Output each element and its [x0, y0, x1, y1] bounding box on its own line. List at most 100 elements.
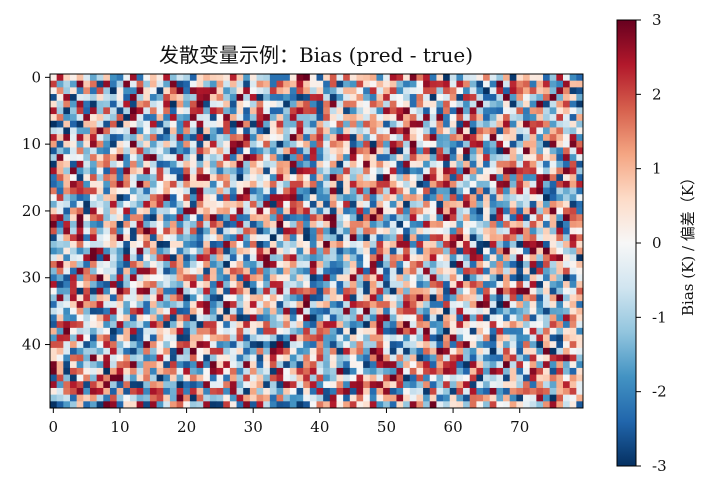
heatmap-cell — [523, 274, 531, 282]
heatmap-cell — [263, 334, 271, 342]
heatmap-cell — [76, 114, 84, 122]
heatmap-cell — [249, 174, 257, 182]
heatmap-cell — [96, 234, 104, 242]
heatmap-cell — [389, 114, 397, 122]
heatmap-cell — [83, 200, 91, 208]
heatmap-cell — [50, 294, 58, 302]
heatmap-cell — [276, 334, 284, 342]
heatmap-cell — [483, 214, 491, 222]
heatmap-cell — [309, 187, 317, 195]
heatmap-cell — [376, 87, 384, 95]
heatmap-cell — [549, 87, 557, 95]
heatmap-cell — [203, 314, 211, 322]
heatmap-cell — [369, 234, 377, 242]
heatmap-cell — [183, 174, 191, 182]
heatmap-cell — [523, 154, 531, 162]
heatmap-cell — [549, 301, 557, 309]
heatmap-cell — [116, 214, 124, 222]
heatmap-cell — [423, 374, 431, 382]
heatmap-cell — [156, 87, 164, 95]
heatmap-cell — [363, 80, 371, 88]
heatmap-cell — [456, 140, 464, 148]
heatmap-cell — [509, 394, 517, 402]
heatmap-cell — [516, 114, 524, 122]
heatmap-cell — [556, 354, 564, 362]
heatmap-cell — [403, 187, 411, 195]
heatmap-cell — [203, 327, 211, 335]
heatmap-cell — [376, 207, 384, 215]
heatmap-cell — [283, 187, 291, 195]
heatmap-cell — [423, 80, 431, 88]
heatmap-cell — [109, 321, 117, 329]
heatmap-cell — [549, 381, 557, 389]
heatmap-cell — [389, 174, 397, 182]
heatmap-cell — [56, 220, 64, 228]
heatmap-cell — [356, 334, 364, 342]
heatmap-cell — [383, 187, 391, 195]
heatmap-cell — [569, 214, 577, 222]
heatmap-cell — [329, 294, 337, 302]
heatmap-cell — [556, 167, 564, 175]
heatmap-cell — [249, 301, 257, 309]
heatmap-cell — [416, 140, 424, 148]
heatmap-cell — [63, 120, 71, 128]
heatmap-cell — [576, 214, 584, 222]
heatmap-cell — [536, 207, 544, 215]
heatmap-cell — [496, 127, 504, 135]
heatmap-cell — [203, 307, 211, 315]
heatmap-cell — [469, 321, 477, 329]
heatmap-cell — [403, 227, 411, 235]
heatmap-cell — [236, 301, 244, 309]
heatmap-cell — [536, 381, 544, 389]
heatmap-cell — [349, 194, 357, 202]
heatmap-cell — [169, 180, 177, 188]
heatmap-cell — [83, 294, 91, 302]
heatmap-cell — [369, 127, 377, 135]
heatmap-cell — [509, 301, 517, 309]
heatmap-cell — [129, 261, 137, 269]
heatmap-cell — [463, 387, 471, 395]
heatmap-cell — [203, 281, 211, 289]
heatmap-cell — [243, 87, 251, 95]
heatmap-cell — [103, 347, 111, 355]
heatmap-cell — [516, 287, 524, 295]
heatmap-cell — [103, 254, 111, 262]
heatmap-cell — [156, 127, 164, 135]
heatmap-cell — [323, 147, 331, 155]
heatmap-cell — [283, 314, 291, 322]
heatmap-cell — [556, 267, 564, 275]
heatmap-cell — [569, 261, 577, 269]
heatmap-cell — [176, 374, 184, 382]
heatmap-cell — [356, 347, 364, 355]
heatmap-cell — [376, 80, 384, 88]
heatmap-cell — [523, 347, 531, 355]
heatmap-cell — [476, 381, 484, 389]
heatmap-cell — [503, 200, 511, 208]
heatmap-cell — [203, 361, 211, 369]
heatmap-cell — [516, 334, 524, 342]
heatmap-cell — [223, 200, 231, 208]
heatmap-cell — [263, 147, 271, 155]
heatmap-cell — [403, 214, 411, 222]
heatmap-cell — [429, 254, 437, 262]
heatmap-cell — [483, 127, 491, 135]
heatmap-cell — [249, 354, 257, 362]
heatmap-cell — [483, 267, 491, 275]
heatmap-cell — [136, 261, 144, 269]
heatmap-cell — [50, 194, 58, 202]
heatmap-cell — [76, 87, 84, 95]
heatmap-cell — [476, 267, 484, 275]
heatmap-cell — [396, 154, 404, 162]
heatmap-cell — [536, 361, 544, 369]
heatmap-cell — [196, 327, 204, 335]
heatmap-cell — [503, 281, 511, 289]
heatmap-cell — [303, 127, 311, 135]
heatmap-cell — [363, 194, 371, 202]
heatmap-cell — [269, 174, 277, 182]
heatmap-cell — [349, 80, 357, 88]
heatmap-cell — [549, 387, 557, 395]
heatmap-cell — [323, 247, 331, 255]
heatmap-cell — [303, 187, 311, 195]
heatmap-cell — [396, 227, 404, 235]
heatmap-cell — [136, 354, 144, 362]
